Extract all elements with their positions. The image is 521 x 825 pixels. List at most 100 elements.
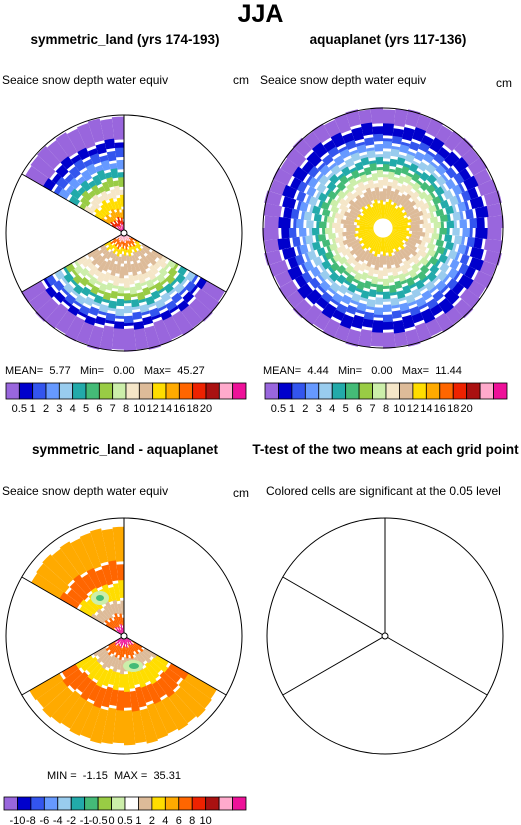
panel2-ocean-cell-s0-r10-44 [355, 228, 374, 231]
colorbar2-swatch-0 [264, 382, 279, 400]
panel1-south-cell-s0-r9-5 [132, 251, 140, 262]
panel1-south-cell-s0-r1-0 [195, 277, 207, 290]
colorbar2-label-5: 5 [343, 403, 349, 415]
panel2-ocean-cell-s0-r2-23 [432, 290, 445, 302]
panel2-ocean-cell-s0-r10-48 [359, 217, 375, 226]
colorbar3-label-4: -2 [66, 815, 76, 825]
colorbar3-swatch-9 [124, 796, 139, 811]
colorbar1-swatch-14 [192, 382, 207, 400]
panel2-ocean-cell-s0-r3-12 [457, 201, 467, 212]
panel2-ocean-cell-s0-r10-12 [392, 218, 412, 227]
panel2-ocean-cell-s0-r6-58 [369, 163, 377, 172]
panel1-south-cell-s0-r3-15 [75, 294, 87, 305]
panel2-ocean-cell-s0-r6-33 [356, 281, 366, 291]
panel2-ocean-cell-s0-r5-52 [329, 174, 340, 185]
panel1-south-cell-s0-r11-5 [127, 240, 132, 248]
panel2-ocean-cell-s0-r0-42 [264, 250, 283, 266]
panel1-north-cell-s0-r3-7 [100, 160, 111, 172]
panel3-south-cell-s0-r1-18 [62, 668, 83, 687]
panel1-south-cell-s0-r8-4 [139, 257, 149, 270]
panel2-ocean-cell-s0-r5-21 [429, 264, 440, 275]
panel2-ocean-cell-s0-r10-9 [390, 211, 408, 224]
panel3-south-cell-s0-r0-4 [161, 696, 189, 731]
panel2-ocean-cell-s0-r6-57 [363, 166, 372, 176]
panel1-south-cell-s0-r10-2 [135, 244, 142, 251]
colorbar3-swatch-14 [191, 796, 207, 811]
panel2-ocean-cell-s0-r3-19 [449, 259, 460, 270]
panel2-ocean-cell-s0-r10-15 [392, 228, 407, 231]
panel1-south-cell-s0-r1-18 [45, 285, 58, 299]
panel2-ocean-cell-s0-r4-58 [366, 150, 376, 159]
panel2-ocean-cell-s0-r7-29 [383, 278, 390, 287]
panel1-south-cell-s0-r3-0 [185, 270, 196, 282]
panel2-ocean-cell-s0-r7-59 [376, 169, 383, 178]
panel1-north-cell-s0-r4-8 [110, 168, 119, 179]
panel1-south-cell-s0-r2-16 [64, 293, 77, 305]
panel2-ocean-cell-s0-r10-45 [359, 225, 374, 228]
panel3-south-cell-s0-r4-6 [127, 647, 134, 659]
panel1-land-edge-3 [21, 173, 125, 234]
panel2-ocean-cell-s0-r3-34 [341, 294, 352, 305]
panel2-ocean-cell-s0-r0-47 [264, 190, 283, 206]
panel1-south-cell-s0-r9-3 [137, 249, 146, 259]
panel2-ocean-cell-s0-r5-2 [396, 157, 406, 166]
panel1-north-cell-s0-r1-7 [95, 142, 107, 155]
panel2-ocean-cell-s0-r3-32 [356, 302, 367, 312]
panel2-ocean-cell-s0-r6-37 [336, 264, 347, 275]
panel1-south-cell-s0-r4-15 [80, 286, 91, 297]
panel2-ocean-cell-s0-r8-52 [346, 191, 356, 201]
panel2-ocean-cell-s0-r5-12 [445, 205, 454, 215]
panel1-south-cell-s0-r5-14 [90, 285, 100, 295]
colorbar3-swatch-4 [57, 796, 72, 811]
panel1-south-cell-s0-r8-9 [124, 263, 129, 276]
panel3-south-cell-s0-r0-16 [51, 690, 81, 724]
colorbar3-label-6: -0.5 [89, 815, 108, 825]
panel2-ocean-cell-s0-r8-37 [346, 255, 356, 265]
panel2-ocean-cell-s0-r9-40 [346, 238, 361, 248]
panel2-ocean-cell-s0-r0-11 [477, 179, 498, 197]
panel1-north-cell-s0-r8-2 [105, 214, 114, 223]
panel2-ocean-cell-s0-r9-5 [396, 193, 407, 207]
panel1-south-cell-s0-r2-19 [45, 274, 57, 286]
panel2-ocean-cell-s0-r5-1 [389, 158, 398, 167]
panel3-north-cell-s0-r3-7 [112, 599, 120, 615]
panel2-ocean-cell-s0-r8-57 [367, 179, 375, 189]
colorbar1-swatch-2 [32, 382, 47, 400]
panel2-ocean-cell-s0-r9-41 [342, 237, 357, 246]
panel1-south-cell-s0-r5-2 [165, 274, 176, 285]
panel2-ocean-cell-s0-r1-18 [468, 257, 484, 272]
panel1-south-cell-s0-r7-6 [137, 273, 146, 284]
panel1-land-edge-2 [21, 232, 125, 293]
panel2-ocean-cell-s0-r10-10 [391, 216, 405, 225]
panel2-ocean-cell-s0-r6-23 [417, 271, 427, 281]
panel2-mean-label: MEAN= [263, 365, 302, 377]
panel3-north-cell-s0-r0-7 [90, 528, 109, 564]
panel3-north-cell-s0-r2-9 [118, 580, 124, 598]
panel2-ocean-cell-s0-r4-8 [435, 175, 447, 187]
panel2-ocean-cell-s0-r8-47 [334, 212, 344, 220]
panel2-ocean-cell-s0-r8-35 [353, 262, 362, 273]
panel3-north-cell-s0-r1-5 [86, 567, 102, 589]
panel2-ocean-cell-s0-r3-17 [457, 244, 467, 255]
panel2-ocean-cell-s0-r10-51 [361, 210, 376, 223]
panel3-anomaly-south-core [129, 663, 139, 669]
panel1-south-cell-s0-r0-16 [45, 303, 69, 329]
panel2-ocean-cell-s0-r3-27 [399, 302, 410, 312]
panel1-south-cell-s0-r0-1 [194, 288, 220, 312]
panel2-ocean-cell-s0-r3-55 [339, 148, 351, 159]
panel2-ocean-cell-s0-r7-1 [388, 171, 395, 180]
panel2-ocean-cell-s0-r8-19 [417, 244, 427, 252]
panel1-south-cell-s0-r11-2 [128, 237, 135, 244]
panel2-ocean-cell-s0-r2-53 [321, 154, 334, 166]
panel1-north-cell-s0-r4-1 [70, 188, 82, 200]
panel2-ocean-cell-s0-r5-17 [445, 241, 454, 251]
panel1-min: 0.00 [113, 365, 135, 377]
panel1-south-cell-s0-r10-6 [128, 245, 133, 254]
panel2-ocean-cell-s0-r10-43 [358, 229, 374, 234]
panel1-mean-label: MEAN= [5, 365, 44, 377]
panel2-ocean-cell-s0-r7-13 [429, 216, 438, 223]
panel2-ocean-cell-s0-r5-4 [408, 163, 419, 173]
panel2-ocean-cell-s0-r0-17 [483, 250, 502, 266]
panel3-pole [120, 632, 128, 640]
panel2-ocean-cell-s0-r0-59 [370, 107, 383, 124]
